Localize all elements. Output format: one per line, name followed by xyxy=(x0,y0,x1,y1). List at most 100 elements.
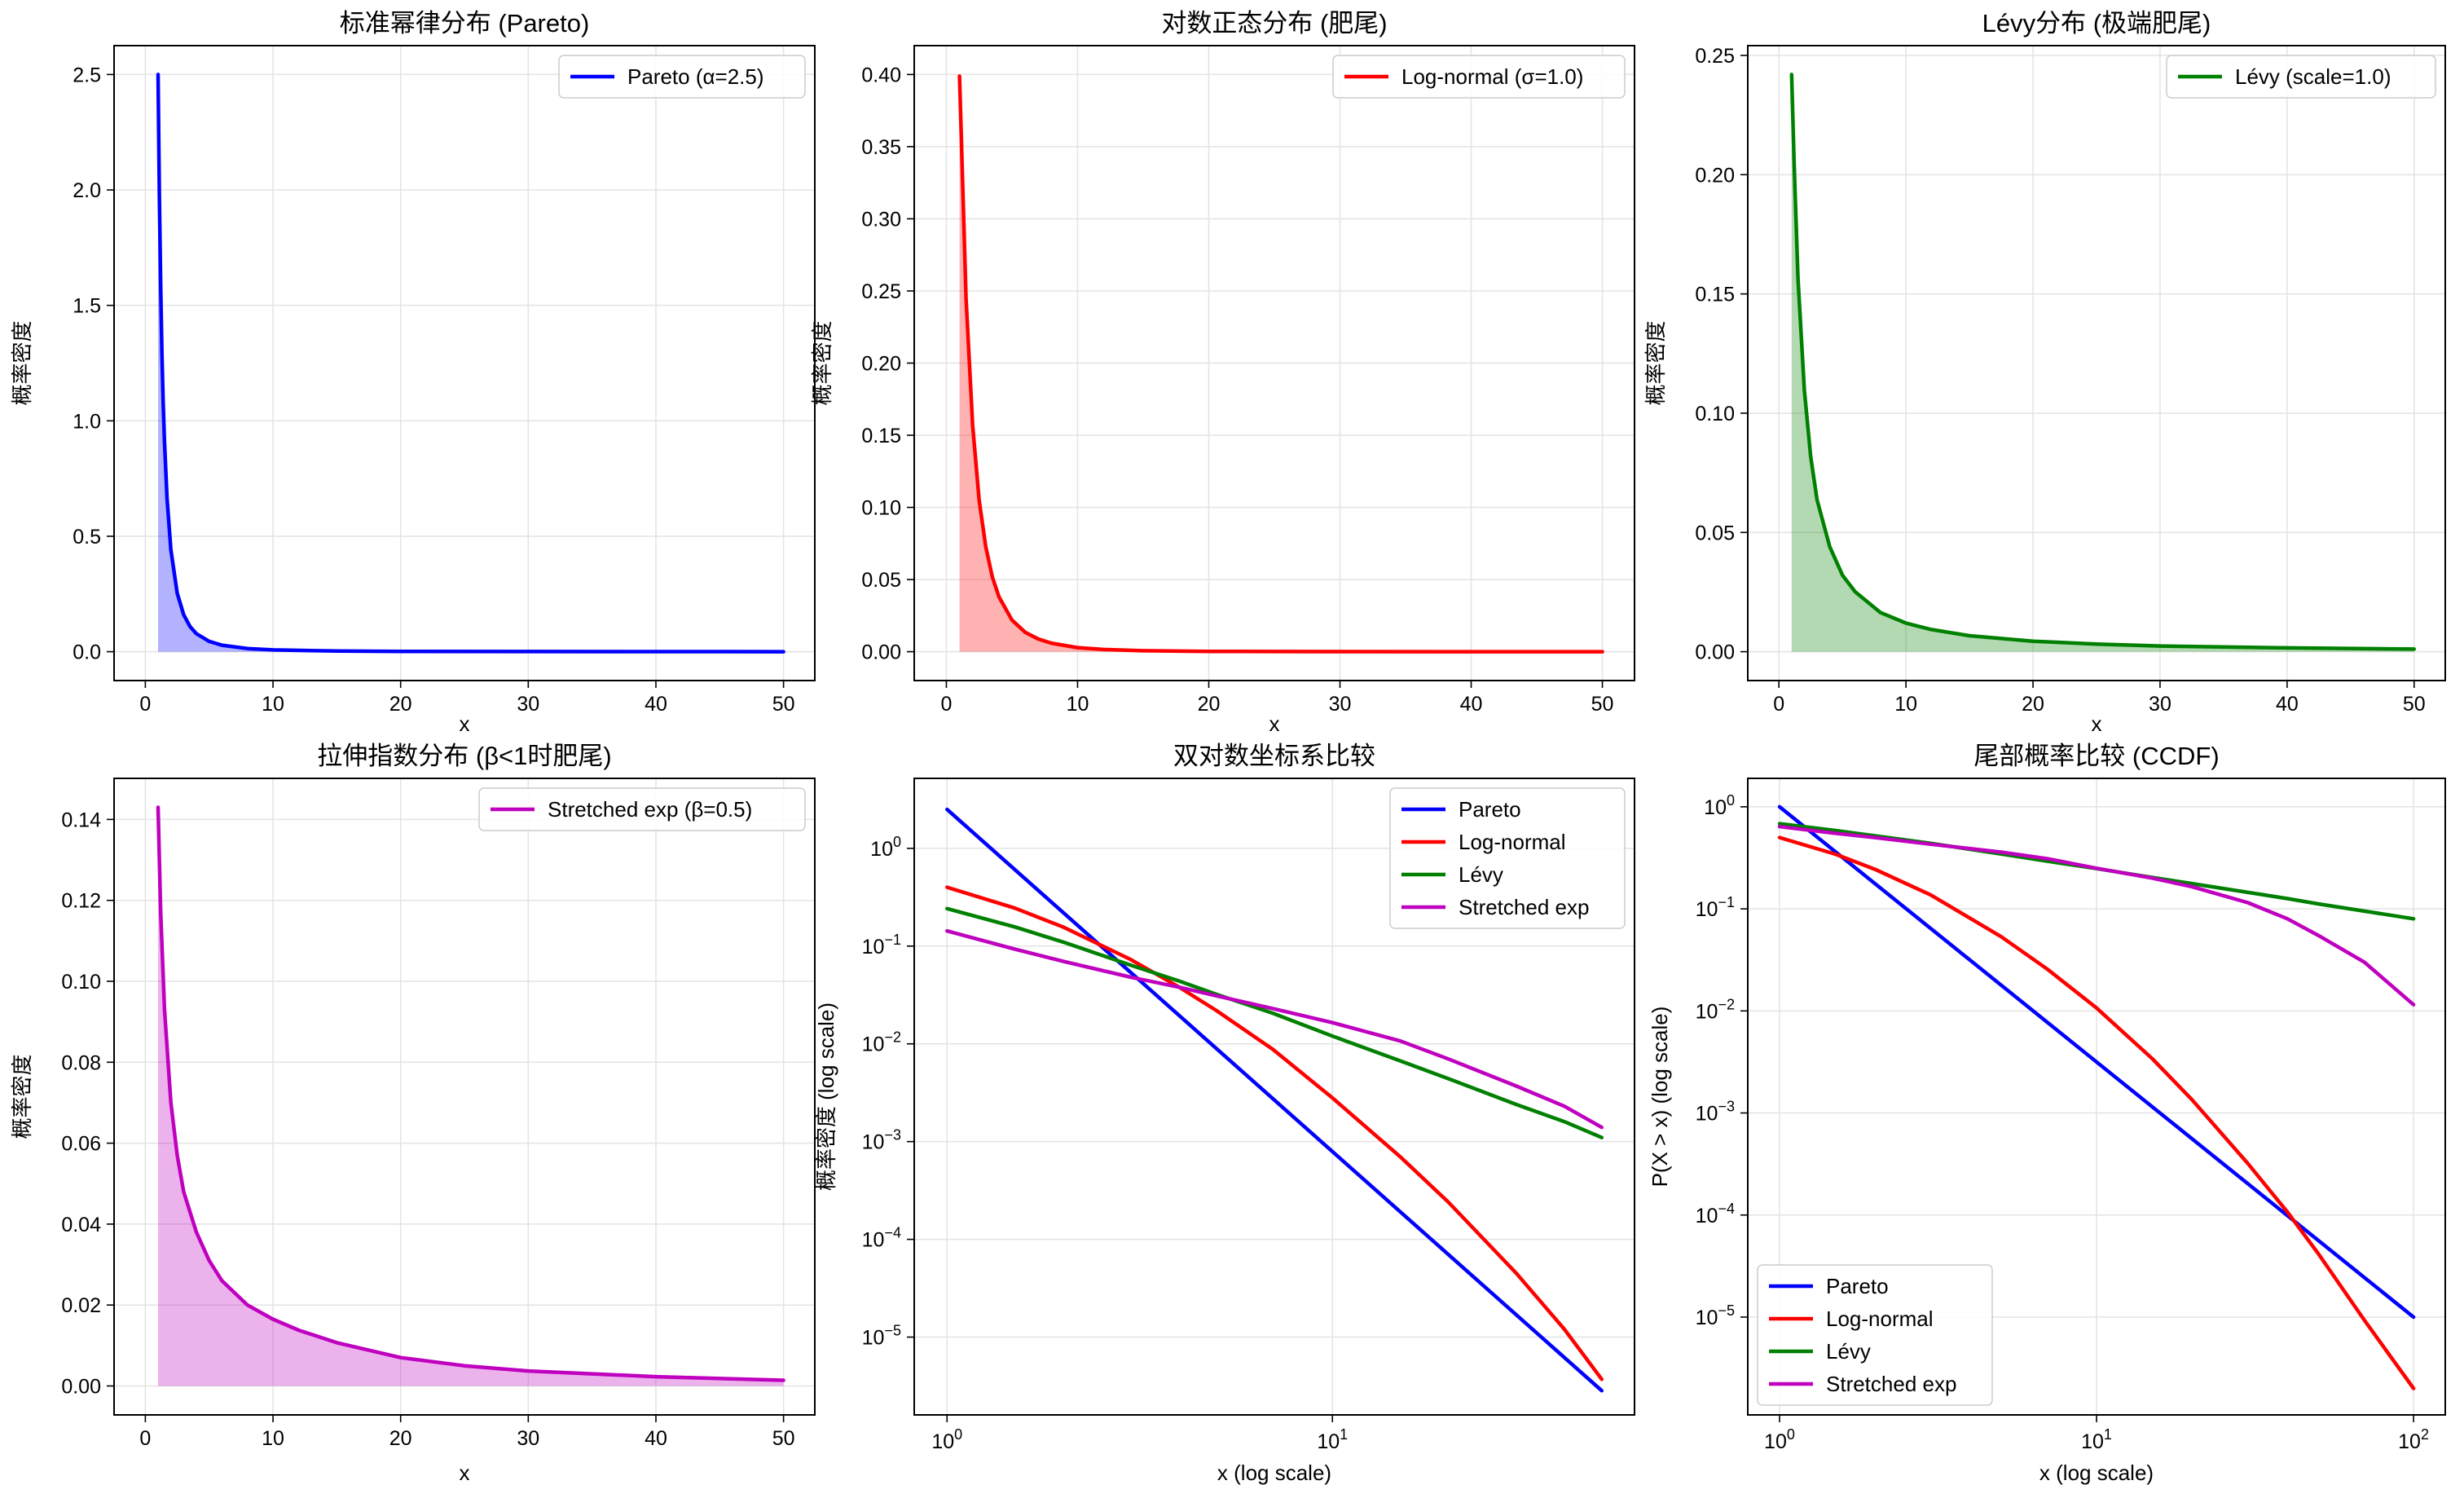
legend-label: Log-normal xyxy=(1459,830,1566,854)
x-tick-label: 20 xyxy=(389,693,412,716)
x-tick-label: 100 xyxy=(931,1426,962,1453)
x-tick-label: 10 xyxy=(1894,693,1917,716)
x-tick-label: 0 xyxy=(1773,693,1784,716)
y-tick-label: 0.35 xyxy=(861,136,901,159)
series-line-levy xyxy=(1789,73,2417,651)
x-tick-label: 100 xyxy=(1764,1426,1795,1453)
y-axis-label: 概率密度 xyxy=(810,320,834,405)
x-axis-label: x xyxy=(1269,712,1280,736)
legend-label: Stretched exp xyxy=(1826,1372,1956,1396)
chart-title: 双对数坐标系比较 xyxy=(1173,742,1375,770)
legend: Pareto (α=2.5) xyxy=(558,55,806,99)
y-tick-label: 0.25 xyxy=(861,280,901,303)
y-tick-label: 10−1 xyxy=(862,932,901,958)
y-tick-label: 0.20 xyxy=(861,353,901,376)
x-tick-label: 20 xyxy=(389,1427,412,1450)
chart-title: 尾部概率比较 (CCDF) xyxy=(1973,742,2219,770)
x-tick-label: 101 xyxy=(2081,1426,2112,1453)
y-tick-label: 0.12 xyxy=(61,890,101,913)
y-tick-label: 0.00 xyxy=(1695,641,1735,664)
legend-box xyxy=(478,787,806,831)
series-line-stretched xyxy=(156,805,785,1382)
y-tick-label: 0.20 xyxy=(1695,164,1735,187)
x-tick-label: 40 xyxy=(1460,693,1483,716)
x-tick-label: 40 xyxy=(645,1427,667,1450)
y-tick-label: 0.00 xyxy=(61,1376,101,1399)
x-tick-label: 30 xyxy=(2149,693,2171,716)
y-tick-label: 0.08 xyxy=(61,1051,101,1074)
y-axis-label: 概率密度 xyxy=(10,320,34,405)
y-tick-label: 10−2 xyxy=(862,1029,901,1056)
y-tick-label: 10−5 xyxy=(862,1323,901,1350)
y-tick-label: 10−3 xyxy=(1696,1099,1735,1126)
y-tick-label: 0.10 xyxy=(61,971,101,994)
series-fill-stretched xyxy=(158,807,784,1386)
y-tick-label: 0.15 xyxy=(861,425,901,447)
chart-panel-6: 100 101 102 10−5 10−4 10−3 10−2 10−1 100 尾部概率比较 (… xyxy=(1648,742,2446,1485)
legend: Lévy (scale=1.0) xyxy=(2166,55,2436,99)
x-axis-label: x (log scale) xyxy=(2039,1461,2154,1485)
x-tick-label: 10 xyxy=(1067,693,1089,716)
x-axis-label: x (log scale) xyxy=(1217,1461,1331,1485)
x-tick-label: 40 xyxy=(2276,693,2299,716)
x-tick-label: 0 xyxy=(940,693,952,716)
x-tick-label: 10 xyxy=(262,693,284,716)
legend: Log-normal (σ=1.0) xyxy=(1332,55,1626,99)
x-tick-label: 50 xyxy=(772,1427,795,1450)
x-tick-label: 102 xyxy=(2398,1426,2429,1453)
y-tick-label: 1.0 xyxy=(73,410,101,433)
series-line-stretched xyxy=(945,928,1604,1130)
legend-label: Lévy xyxy=(1826,1339,1871,1364)
legend-box xyxy=(1757,1264,1993,1406)
chart-panel-2: 0 10 20 30 40 50 0.00 0.05 0.10 0.15 0.20 0.25 0.30 0… xyxy=(810,9,1635,736)
legend: Stretched exp (β=0.5) xyxy=(478,787,806,831)
series-line-pareto xyxy=(945,807,1604,1393)
x-tick-label: 50 xyxy=(772,693,795,716)
legend-label: Lévy xyxy=(1459,862,1503,887)
series-line-lognormal xyxy=(1777,835,2416,1390)
y-tick-label: 10−4 xyxy=(1696,1201,1735,1227)
legend-box xyxy=(558,55,806,99)
y-tick-label: 10−2 xyxy=(1696,996,1735,1023)
y-tick-label: 10−3 xyxy=(862,1127,901,1154)
y-tick-label: 0.0 xyxy=(73,641,101,664)
series-fill-lognormal xyxy=(959,76,1603,652)
axes-frame xyxy=(113,778,816,1416)
series-fill-levy xyxy=(1791,74,2414,652)
series-line-stretched xyxy=(1777,824,2416,1007)
legend-label: Pareto (α=2.5) xyxy=(627,64,764,89)
x-tick-label: 10 xyxy=(262,1427,284,1450)
legend-label: Pareto xyxy=(1459,797,1521,822)
y-tick-label: 0.30 xyxy=(861,208,901,231)
legend-box xyxy=(1332,55,1626,99)
x-tick-label: 101 xyxy=(1317,1426,1348,1453)
y-tick-label: 0.25 xyxy=(1695,45,1735,68)
y-tick-label: 2.5 xyxy=(73,64,101,86)
legend-box xyxy=(1389,787,1626,929)
chart-panel-5: 100 101 10−5 10−4 10−3 10−2 10−1 100 双对数坐标系比较 x (… xyxy=(814,742,1635,1485)
y-tick-label: 1.5 xyxy=(73,295,101,318)
x-tick-label: 0 xyxy=(139,1427,151,1450)
series-line-pareto xyxy=(1777,804,2416,1320)
axes-frame xyxy=(913,778,1635,1416)
y-axis-label: 概率密度 xyxy=(10,1054,34,1139)
legend-box xyxy=(2166,55,2436,99)
chart-title: 对数正态分布 (肥尾) xyxy=(1161,9,1387,37)
y-tick-label: 0.06 xyxy=(61,1133,101,1156)
x-tick-label: 30 xyxy=(517,693,539,716)
x-tick-label: 20 xyxy=(1198,693,1221,716)
y-tick-label: 0.02 xyxy=(61,1294,101,1317)
series-line-lognormal xyxy=(945,885,1604,1381)
y-tick-label: 0.14 xyxy=(61,809,101,831)
y-tick-label: 10−5 xyxy=(1696,1302,1735,1329)
y-tick-label: 0.05 xyxy=(861,569,901,592)
legend-label: Stretched exp (β=0.5) xyxy=(548,797,752,822)
x-tick-label: 20 xyxy=(2022,693,2044,716)
chart-title: Lévy分布 (极端肥尾) xyxy=(1982,9,2211,37)
y-tick-label: 0.04 xyxy=(61,1214,101,1236)
chart-title: 标准幂律分布 (Pareto) xyxy=(340,9,590,37)
chart-panel-1: 0 10 20 30 40 50 0.0 0.5 1.0 1.5 2.0 2.5 标准幂律分布 (Par… xyxy=(10,9,816,736)
legend-label: Log-normal (σ=1.0) xyxy=(1401,64,1583,89)
series-line-lognormal xyxy=(957,74,1604,654)
